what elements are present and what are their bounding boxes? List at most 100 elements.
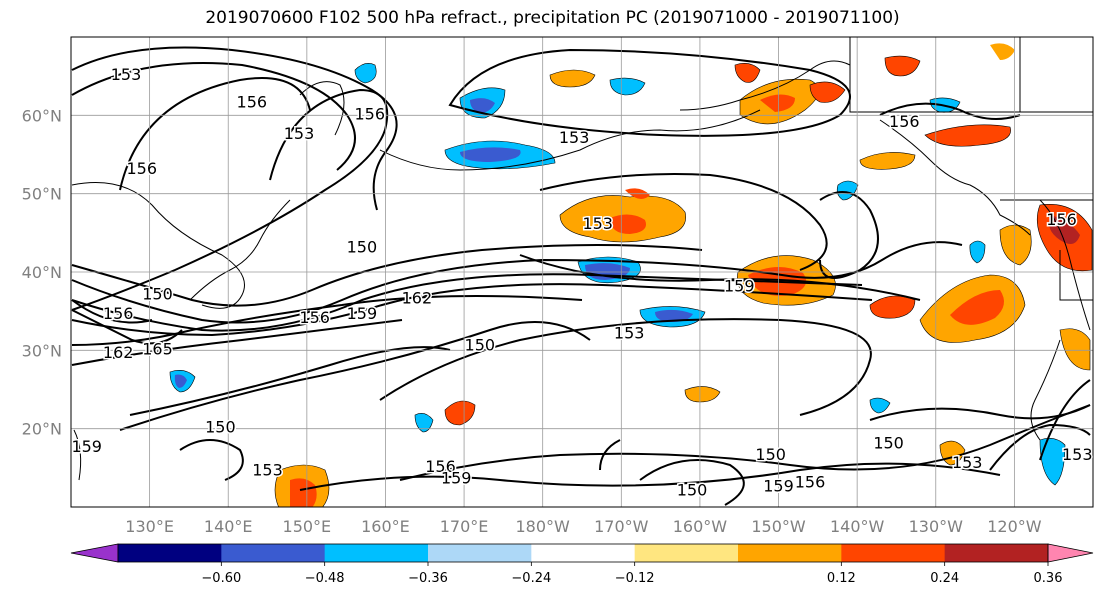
- contour-label: 153: [284, 124, 315, 143]
- colorbar-extend-high: [1047, 543, 1094, 563]
- precip-fill-positive: [1059, 328, 1091, 371]
- precip-fill-positive: [444, 400, 476, 426]
- contour-label: 153: [614, 324, 645, 343]
- longitude-label: 150°W: [751, 517, 806, 536]
- contour-label: 150: [873, 433, 904, 452]
- contour-label: 150: [142, 284, 173, 303]
- precip-fill-positive: [760, 94, 795, 112]
- longitude-label: 180°W: [516, 517, 571, 536]
- contour-label: 150: [677, 480, 708, 499]
- colorbar-tick-label: −0.60: [201, 571, 241, 586]
- contour-label: 153: [252, 461, 283, 480]
- precip-fill-positive: [924, 124, 1011, 147]
- contour-label: 156: [299, 308, 330, 327]
- map-frame: [70, 36, 1094, 508]
- precip-fill-positive: [859, 152, 916, 170]
- contour-label: 153: [111, 65, 142, 84]
- longitude-label: 170°E: [440, 517, 489, 536]
- colorbar-tick-label: −0.12: [615, 571, 655, 586]
- longitude-label: 120°W: [987, 517, 1042, 536]
- contour-label: 150: [755, 445, 786, 464]
- latitude-label: 60°N: [22, 106, 62, 125]
- precip-fill-positive: [950, 290, 1004, 325]
- latitude-label: 50°N: [22, 185, 62, 204]
- contour-label: 162: [103, 343, 134, 362]
- contour-label: 159: [71, 437, 102, 456]
- colorbar-tick-label: 0.36: [1034, 571, 1063, 586]
- colorbar-tick-label: 0.12: [827, 571, 856, 586]
- precip-fill-positive: [990, 43, 1015, 60]
- contour-label: 153: [559, 128, 590, 147]
- precip-fill-negative: [655, 309, 693, 322]
- contour-label: 150: [205, 418, 236, 437]
- colorbar-segment: [428, 544, 532, 562]
- latitude-label: 30°N: [22, 341, 62, 360]
- contour-label: 153: [1062, 445, 1093, 464]
- colorbar-tick-label: −0.48: [305, 571, 345, 586]
- colorbar-tick-label: 0.24: [930, 571, 959, 586]
- contour-label: 150: [465, 335, 496, 354]
- precip-fill-positive: [684, 386, 721, 403]
- precip-fill-negative: [460, 147, 521, 162]
- contour-label: 156: [1046, 210, 1077, 229]
- contour-label: 156: [795, 472, 826, 491]
- colorbar-segment: [221, 544, 326, 562]
- colorbar: −0.60−0.48−0.36−0.24−0.120.120.240.360.4…: [70, 543, 1094, 586]
- colorbar-tick-label: −0.24: [511, 571, 551, 586]
- colorbar-segment: [118, 544, 222, 562]
- map-title: 2019070600 F102 500 hPa refract., precip…: [205, 8, 900, 28]
- precip-fill-positive: [869, 295, 916, 319]
- longitude-label: 160°W: [673, 517, 728, 536]
- precip-fill-positive: [610, 214, 646, 234]
- precip-fill-negative: [609, 77, 646, 96]
- latitude-label: 20°N: [22, 420, 62, 439]
- contour-label: 159: [763, 476, 794, 495]
- precip-fill-positive: [809, 81, 846, 103]
- longitude-label: 130°W: [909, 517, 964, 536]
- colorbar-segment: [944, 544, 1049, 562]
- contour-labels: 1531561561531561531561531501621591561501…: [70, 64, 1094, 501]
- longitude-label: 140°W: [830, 517, 885, 536]
- longitude-label: 170°W: [594, 517, 649, 536]
- longitude-labels: 130°E 140°E 150°E 160°E 170°E 180°W 170°W 160°W…: [125, 517, 1041, 536]
- contour-label: 165: [142, 339, 173, 358]
- contour-label: 156: [237, 93, 268, 112]
- longitude-label: 150°E: [283, 517, 332, 536]
- contour-label: 156: [889, 112, 920, 131]
- precip-fill-positive: [549, 69, 596, 88]
- colorbar-segment: [841, 544, 946, 562]
- precip-fill-negative: [969, 240, 986, 264]
- precip-fill-negative: [470, 98, 495, 113]
- precip-fill-negative: [1039, 438, 1066, 486]
- colorbar-extend-low: [70, 543, 119, 563]
- contour-label: 159: [441, 469, 472, 488]
- precip-fill-positive: [999, 224, 1032, 266]
- colorbar-tick-label: −0.36: [408, 571, 448, 586]
- contour-label: 162: [402, 288, 433, 307]
- precip-fill-positive: [734, 63, 761, 83]
- contour-label: 153: [582, 214, 613, 233]
- precip-fill-negative: [354, 63, 377, 84]
- contour-label: 156: [425, 457, 456, 476]
- latitude-labels: 60°N 50°N 40°N 30°N 20°N: [22, 106, 62, 438]
- colorbar-frame: [117, 543, 1049, 563]
- colorbar-segment: [738, 544, 842, 562]
- colorbar-segment: [531, 544, 636, 562]
- precip-fill-positive: [290, 478, 317, 507]
- latitude-label: 40°N: [22, 263, 62, 282]
- colorbar-segment: [324, 544, 429, 562]
- coastlines: [71, 37, 1093, 481]
- contour-label: 159: [724, 277, 755, 296]
- contour-label: 159: [347, 304, 378, 323]
- colorbar-segment: [634, 544, 739, 562]
- contour-label: 156: [103, 304, 134, 323]
- grid-lines: [71, 37, 1093, 507]
- contour-label: 156: [354, 104, 385, 123]
- contour-label: 150: [347, 237, 378, 256]
- precip-fill-negative: [174, 374, 187, 388]
- longitude-label: 140°E: [204, 517, 253, 536]
- contour-label: 153: [952, 453, 983, 472]
- precip-fill-positive: [884, 55, 921, 77]
- refractivity-contours: [71, 46, 1091, 506]
